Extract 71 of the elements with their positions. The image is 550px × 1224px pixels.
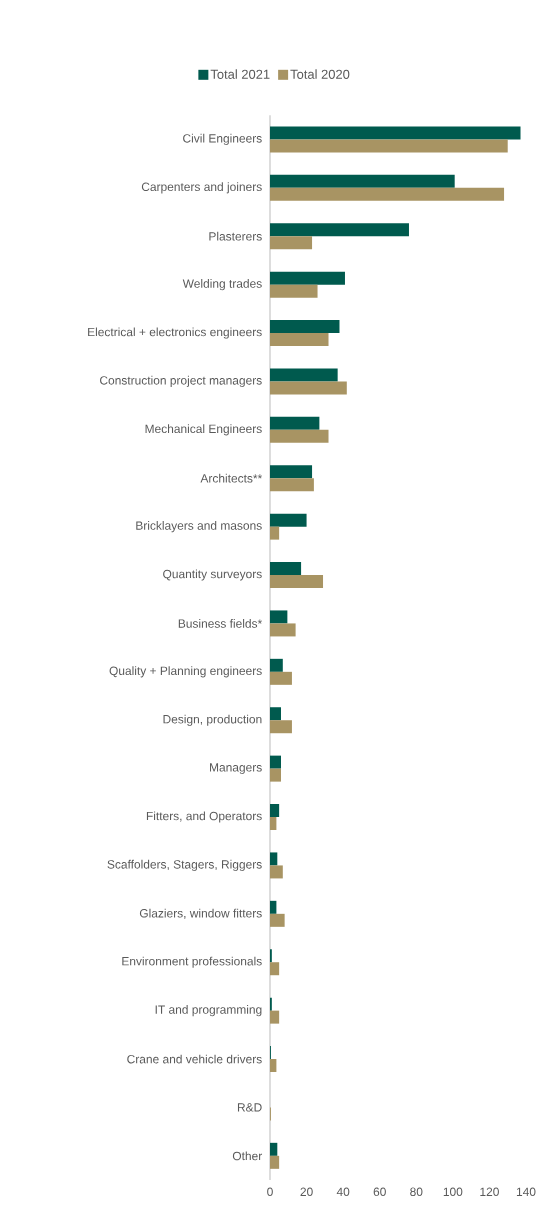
bar — [270, 562, 302, 576]
y-tick-label: Architects** — [200, 473, 263, 483]
y-tick-label: Design, production — [163, 714, 262, 726]
y-tick-label: Business fields* — [178, 619, 263, 628]
bar — [270, 139, 508, 153]
bar — [270, 658, 283, 672]
y-tick-label: Quantity surveyors — [163, 569, 262, 581]
y-tick-label: Scaffolders, Stagers, Riggers — [107, 859, 262, 871]
y-tick-label: Other — [232, 1151, 263, 1161]
bar — [270, 804, 280, 818]
y-tick-label: Bricklayers and masons — [136, 521, 262, 533]
bar — [270, 416, 320, 430]
y-tick-label: Civil Engineers — [183, 133, 262, 145]
bar — [270, 478, 314, 492]
bar — [270, 187, 505, 201]
bar — [270, 768, 281, 782]
bar — [270, 720, 292, 734]
y-tick-label: Construction project managers — [100, 375, 262, 387]
y-tick-label: Managers — [210, 763, 262, 774]
bar — [270, 962, 280, 976]
y-tick-label: Carpenters and joiners — [141, 182, 262, 194]
bar — [270, 852, 278, 866]
bar — [270, 817, 277, 831]
y-tick-label: Fitters, and Operators — [146, 811, 262, 823]
bar — [270, 1059, 277, 1073]
bar — [270, 333, 329, 347]
legend-label: Total 2021 — [210, 69, 270, 79]
bar — [270, 513, 307, 527]
y-tick-label: IT and programming — [155, 1005, 262, 1017]
y-tick-label: Quality + Planning engineers — [109, 666, 262, 678]
x-tick-label: 100 — [443, 1187, 463, 1197]
bar — [270, 284, 318, 298]
bar — [270, 575, 324, 589]
y-tick-label: Crane and vehicle drivers — [127, 1054, 262, 1064]
y-tick-label: Electrical + electronics engineers — [88, 327, 262, 339]
bar — [270, 707, 281, 721]
bar — [270, 368, 338, 382]
y-tick-label: Environment professionals — [122, 956, 262, 968]
bar — [270, 913, 285, 927]
bar — [270, 429, 329, 443]
bar — [270, 1142, 278, 1156]
y-tick-label: Glaziers, window fitters — [139, 908, 262, 919]
x-tick-label: 20 — [300, 1187, 313, 1197]
bar — [270, 1155, 280, 1169]
bar — [270, 236, 313, 250]
bar — [270, 271, 345, 285]
bar — [270, 865, 283, 879]
bar — [270, 623, 296, 637]
y-tick-label: Plasterers — [209, 231, 262, 241]
bar — [270, 465, 313, 479]
bar — [270, 320, 340, 334]
x-tick-label: 140 — [516, 1187, 536, 1197]
y-tick-label: R&D — [237, 1103, 262, 1112]
legend-label: Total 2020 — [290, 69, 350, 79]
y-tick-label: Welding trades — [182, 279, 262, 291]
bar — [270, 381, 347, 395]
bar — [270, 671, 292, 685]
bar — [270, 1010, 280, 1024]
x-tick-label: 0 — [267, 1187, 273, 1197]
x-tick-label: 60 — [373, 1187, 386, 1197]
x-tick-label: 80 — [410, 1187, 423, 1197]
bar — [270, 900, 277, 914]
bar — [270, 126, 521, 140]
x-tick-label: 40 — [336, 1187, 350, 1197]
y-tick-label: Mechanical Engineers — [145, 424, 262, 436]
bar — [270, 610, 288, 624]
x-tick-label: 120 — [480, 1187, 499, 1197]
bar — [270, 755, 281, 769]
bar — [270, 174, 455, 188]
bar — [270, 223, 409, 237]
bar — [270, 526, 280, 540]
